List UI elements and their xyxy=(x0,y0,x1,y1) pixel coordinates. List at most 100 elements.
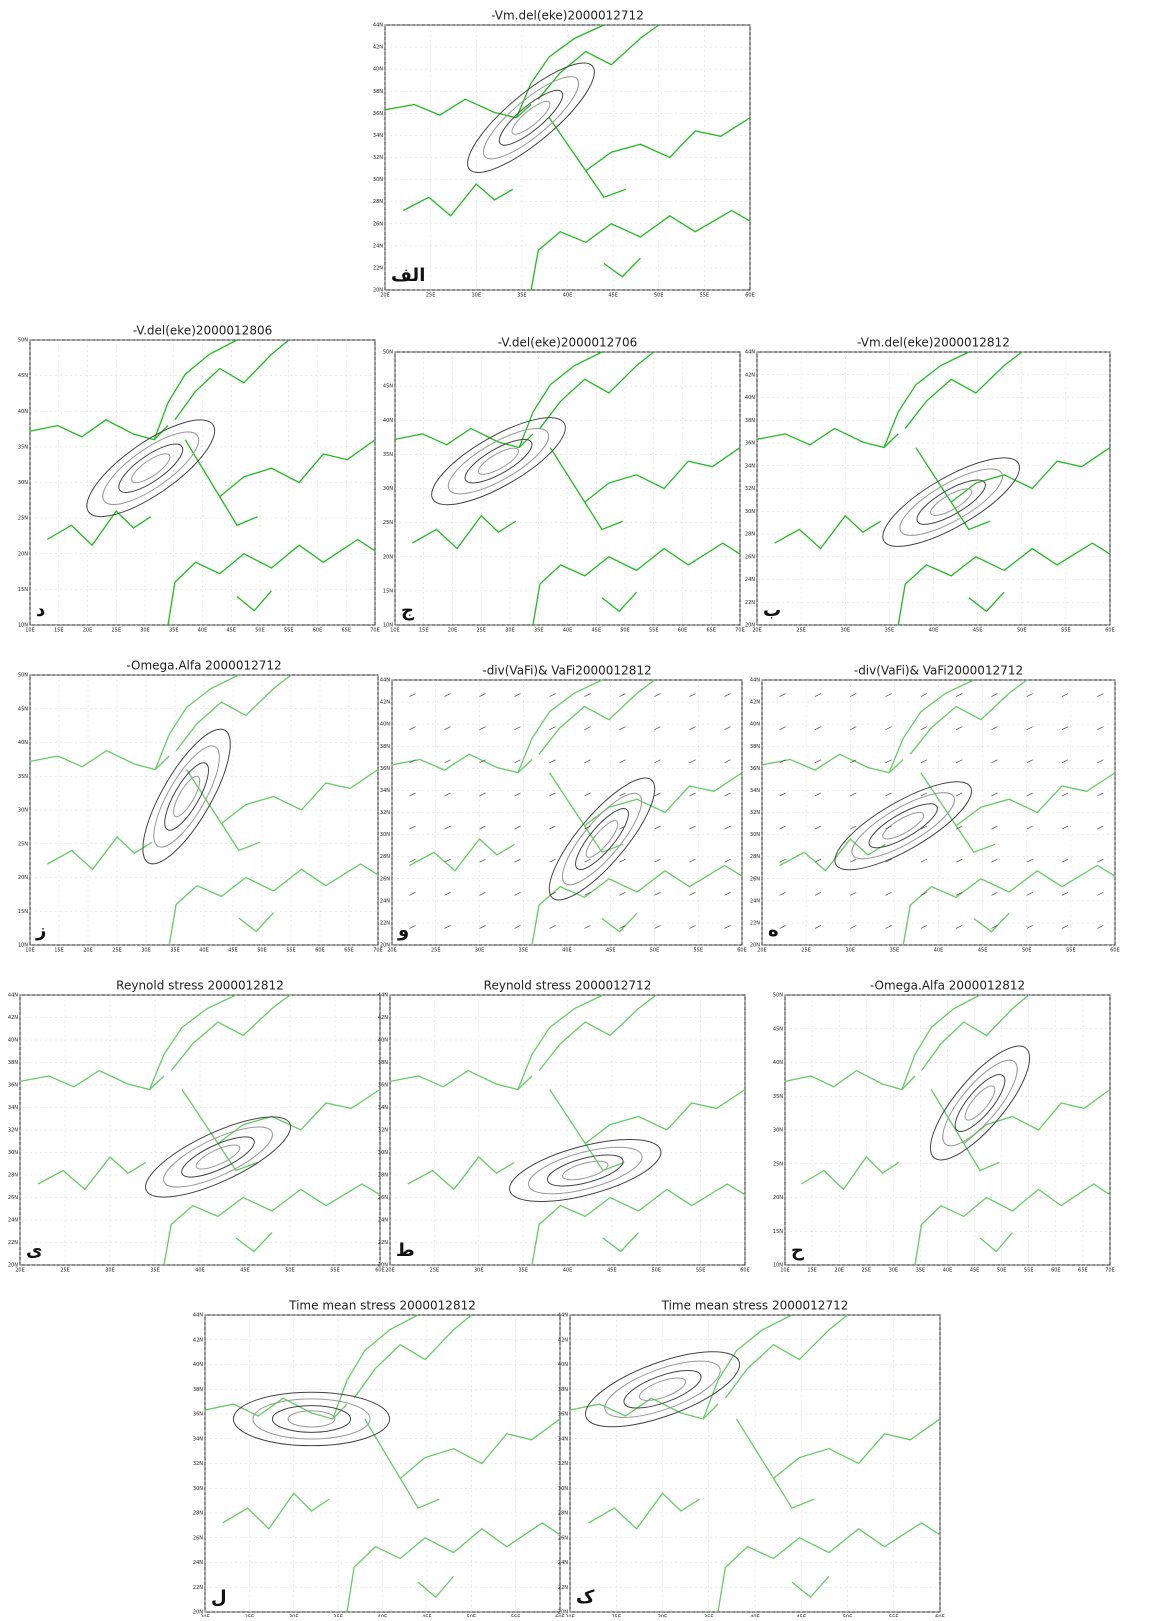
flux-arrow xyxy=(409,925,416,929)
coastline xyxy=(517,679,603,773)
lat-label: 26N xyxy=(378,1195,388,1201)
flux-arrow xyxy=(444,892,451,896)
flux-arrow xyxy=(1061,759,1069,764)
flux-arrow xyxy=(724,892,731,896)
coastline xyxy=(167,538,376,626)
lon-label: 25E xyxy=(112,948,122,954)
flux-arrow xyxy=(850,726,857,730)
panel-title: -Omega.Alfa 2000012712 xyxy=(126,659,281,673)
lat-label: 26N xyxy=(373,221,383,227)
contour xyxy=(142,728,231,865)
flux-arrow xyxy=(1026,825,1033,830)
lon-label: 30E xyxy=(141,948,151,954)
lat-label: 38N xyxy=(373,89,383,95)
flux-arrow xyxy=(479,759,486,764)
lon-label: 45E xyxy=(228,948,238,954)
lon-label: 40E xyxy=(934,948,944,954)
coastline xyxy=(148,994,237,1090)
panel-title: -V.del(eke)2000012706 xyxy=(498,336,637,350)
lon-label: 45E xyxy=(591,628,601,634)
lat-label: 32N xyxy=(373,155,383,161)
lat-label: 50N xyxy=(18,673,28,679)
lon-label: 25E xyxy=(111,628,121,634)
flux-arrow xyxy=(991,792,998,797)
flux-arrow xyxy=(956,825,963,830)
lat-label: 25N xyxy=(383,520,393,526)
panel-title: Reynold stress 2000012812 xyxy=(116,979,284,993)
lat-label: 24N xyxy=(380,898,390,904)
flux-arrow xyxy=(689,792,696,797)
flux-arrow xyxy=(991,825,998,830)
lon-label: 35E xyxy=(517,293,527,299)
flux-arrow xyxy=(991,892,998,896)
coastline xyxy=(602,1232,639,1253)
lat-label: 32N xyxy=(193,1461,203,1467)
contour xyxy=(144,1116,292,1198)
lat-label: 38N xyxy=(193,1387,203,1393)
contour xyxy=(623,1370,702,1409)
lat-label: 35N xyxy=(773,1094,783,1100)
lat-label: 35N xyxy=(383,452,393,458)
flux-arrow xyxy=(920,892,927,896)
flux-arrow xyxy=(1061,858,1069,863)
coastline xyxy=(920,772,996,854)
contour xyxy=(164,762,209,831)
flux-arrow xyxy=(850,693,857,697)
contour xyxy=(584,1351,741,1428)
flux-arrow xyxy=(1097,925,1104,929)
lat-label: 34N xyxy=(378,1105,388,1111)
lon-label: 30E xyxy=(505,628,515,634)
lat-label: 44N xyxy=(8,993,18,999)
flux-arrow xyxy=(1026,726,1033,730)
lat-label: 30N xyxy=(373,177,383,183)
flux-arrow xyxy=(814,693,822,697)
flux-arrow xyxy=(885,726,892,730)
lon-label: 30E xyxy=(474,1268,484,1274)
flux-arrow xyxy=(991,925,998,929)
lat-label: 50N xyxy=(383,350,393,356)
lat-label: 32N xyxy=(745,486,755,492)
lat-label: 24N xyxy=(750,898,760,904)
flux-arrow xyxy=(689,858,696,863)
flux-arrow xyxy=(619,726,626,730)
lat-label: 30N xyxy=(18,480,28,486)
flux-arrow xyxy=(991,726,998,730)
lon-label: 60E xyxy=(375,1268,385,1274)
flux-arrow xyxy=(779,858,786,863)
lon-label: 70E xyxy=(1105,1268,1115,1274)
flux-arrow xyxy=(689,759,696,764)
lat-label: 36N xyxy=(193,1412,203,1418)
lat-label: 22N xyxy=(380,920,390,926)
flux-arrow xyxy=(514,858,521,863)
lat-label: 10N xyxy=(773,1263,783,1269)
flux-arrow xyxy=(654,792,661,797)
coastline xyxy=(181,1089,258,1172)
lon-label: 50E xyxy=(654,293,664,299)
lat-label: 36N xyxy=(378,1083,388,1089)
lat-label: 30N xyxy=(750,832,760,838)
flux-arrow xyxy=(479,858,486,863)
lon-label: 45E xyxy=(606,948,616,954)
panel-label: و xyxy=(397,920,409,941)
map-panel: -Omega.Alfa 2000012712 10N 15N 20N 25N 30N 35N… xyxy=(18,659,383,954)
flux-arrow xyxy=(479,693,486,697)
flux-arrow xyxy=(1061,726,1069,730)
lat-label: 15N xyxy=(773,1229,783,1235)
flux-arrow xyxy=(779,759,786,764)
lat-label: 22N xyxy=(378,1240,388,1246)
lat-label: 26N xyxy=(380,876,390,882)
coastline xyxy=(530,209,751,291)
lat-label: 15N xyxy=(18,587,28,593)
lon-label: 40E xyxy=(929,628,939,634)
lat-label: 32N xyxy=(558,1461,568,1467)
panel-title: Reynold stress 2000012712 xyxy=(484,979,652,993)
lon-label: 60E xyxy=(740,1268,750,1274)
lat-label: 28N xyxy=(380,854,390,860)
contour xyxy=(575,808,629,870)
flux-arrow xyxy=(689,726,696,730)
lat-label: 36N xyxy=(380,766,390,772)
contour xyxy=(287,1410,336,1428)
flux-arrow xyxy=(956,858,963,863)
coastline xyxy=(539,351,655,429)
lat-label: 20N xyxy=(18,551,28,557)
